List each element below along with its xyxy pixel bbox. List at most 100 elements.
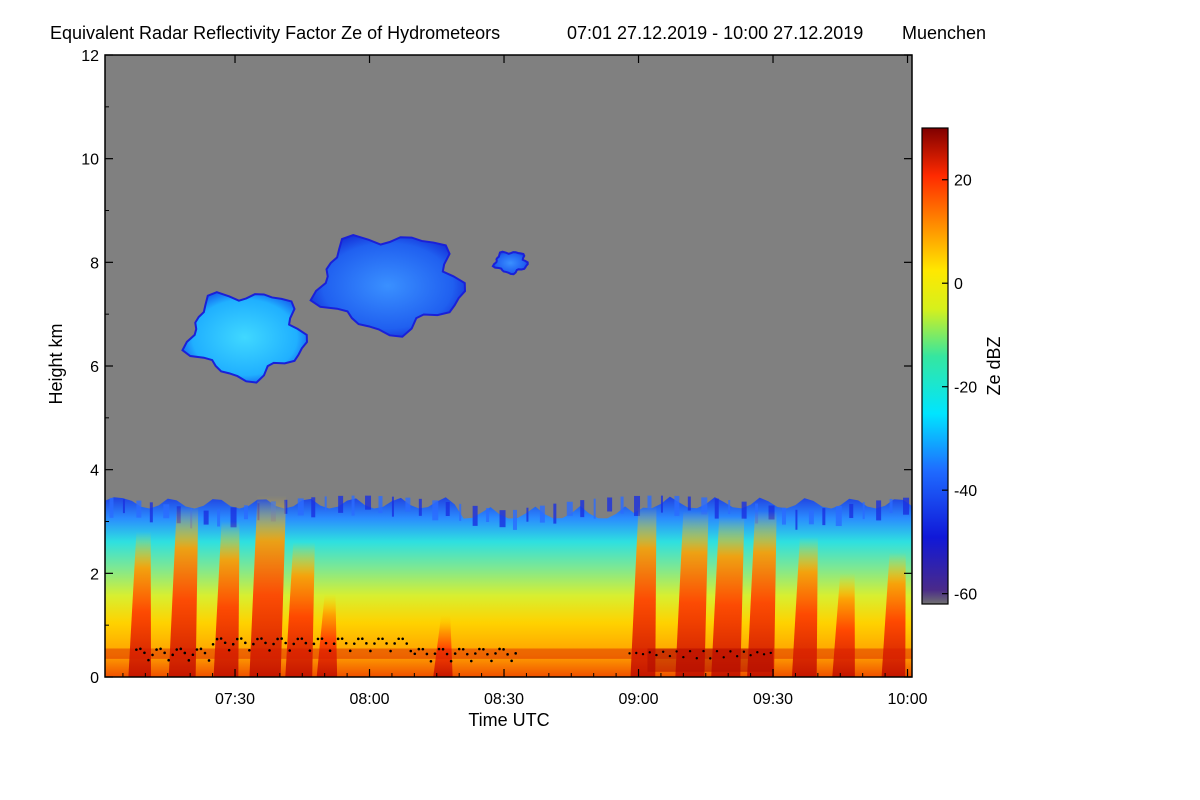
echo-top-fringe bbox=[163, 504, 170, 519]
cloud-base-dot bbox=[296, 637, 300, 641]
echo-top-fringe bbox=[741, 501, 747, 519]
cloud-base-dot bbox=[211, 642, 215, 646]
fall-streak bbox=[881, 552, 906, 677]
echo-top-fringe bbox=[445, 501, 450, 516]
echo-top-fringe bbox=[499, 510, 506, 528]
echo-top-fringe bbox=[284, 499, 288, 514]
cloud-base-dot bbox=[348, 649, 352, 653]
y-tick-label: 12 bbox=[81, 48, 99, 65]
cloud-base-dot bbox=[369, 649, 372, 653]
echo-top-fringe bbox=[391, 496, 394, 517]
x-tick-label: 08:00 bbox=[349, 691, 389, 708]
echo-top-fringe bbox=[781, 507, 786, 525]
cloud-base-dot bbox=[389, 649, 392, 653]
fall-streak bbox=[630, 505, 657, 677]
cloud-base-dot bbox=[405, 642, 409, 645]
intense-core bbox=[647, 648, 774, 672]
echo-top-fringe bbox=[660, 495, 663, 513]
fall-streak bbox=[747, 511, 777, 677]
cloud-base-dot bbox=[159, 647, 162, 651]
echo-top-fringe bbox=[486, 507, 490, 522]
echo-top-fringe bbox=[459, 503, 462, 521]
cloud-base-dot bbox=[453, 652, 457, 655]
echo-top-fringe bbox=[849, 503, 854, 518]
cloud-base-dot bbox=[199, 647, 203, 651]
fall-streak bbox=[675, 511, 709, 677]
fall-streak bbox=[316, 594, 338, 677]
echo-top-fringe bbox=[714, 498, 719, 519]
echo-top-fringe bbox=[297, 498, 304, 516]
cloud-base-dot bbox=[377, 637, 380, 641]
cloud-base-dot bbox=[445, 652, 449, 656]
echo-top-fringe bbox=[607, 497, 613, 512]
cloud-base-dot bbox=[417, 647, 421, 651]
cloud-base-dot bbox=[385, 642, 388, 645]
cloud-base-dot bbox=[340, 637, 344, 640]
cloud-base-dot bbox=[628, 652, 631, 655]
cloud-base-dot bbox=[648, 651, 651, 654]
echo-top-fringe bbox=[472, 505, 478, 526]
echo-top-fringe bbox=[539, 505, 545, 523]
cloud-base-dot bbox=[433, 652, 437, 655]
colorbar: 20 0 -20 -40 -60 Ze dBZ bbox=[921, 127, 1004, 605]
cloud-base-dot bbox=[661, 650, 665, 654]
cloud-base-dot bbox=[381, 637, 384, 641]
cloud-base-dot bbox=[276, 637, 279, 641]
echo-top-fringe bbox=[674, 495, 680, 516]
cloud-base-dot bbox=[682, 655, 685, 659]
echo-top-fringe bbox=[378, 496, 383, 514]
cloud-base-dot bbox=[465, 652, 469, 656]
cloud-base-dot bbox=[252, 642, 255, 646]
cloud-base-dot bbox=[393, 642, 396, 645]
echo-top-fringe bbox=[311, 497, 316, 518]
fall-streak bbox=[128, 531, 151, 677]
echo-top-fringe bbox=[351, 495, 355, 516]
echo-top-fringe bbox=[203, 510, 209, 525]
echo-top-fringe bbox=[405, 497, 411, 512]
echo-top-fringe bbox=[593, 498, 596, 519]
cloud-base-dot bbox=[506, 653, 509, 656]
cloud-base-dot bbox=[675, 650, 678, 653]
cloud-base-dot bbox=[179, 647, 183, 651]
echo-top-fringe bbox=[122, 499, 125, 514]
cloud-base-dot bbox=[429, 659, 433, 663]
x-axis: 07:30 08:00 08:30 09:00 09:30 10:00 bbox=[122, 55, 928, 708]
cloud-base-dot bbox=[151, 653, 154, 657]
fall-streak bbox=[791, 537, 818, 677]
cloud-base-dot bbox=[688, 649, 692, 653]
echo-top-fringe bbox=[647, 495, 652, 510]
echo-top-fringe bbox=[566, 501, 573, 516]
echo-top-fringe bbox=[876, 500, 882, 521]
cloud-base-dot bbox=[373, 642, 376, 645]
y-tick-label: 4 bbox=[90, 463, 99, 480]
echo-top-fringe bbox=[324, 496, 327, 511]
x-tick-label: 09:30 bbox=[753, 691, 793, 708]
cloud-base-dot bbox=[413, 652, 417, 656]
cloud-base-dot bbox=[300, 637, 304, 640]
cloud-base-dot bbox=[425, 652, 429, 656]
cloud-base-dot bbox=[494, 652, 497, 655]
cloud-base-dot bbox=[268, 649, 271, 652]
cloud-base-dot bbox=[641, 652, 645, 656]
echo-top-fringe bbox=[822, 508, 826, 526]
echo-top-fringe bbox=[903, 497, 910, 515]
colorbar-gradient bbox=[921, 127, 949, 605]
cloud-base-dot bbox=[264, 641, 267, 645]
cloud-base-dot bbox=[328, 649, 332, 653]
echo-top-fringe bbox=[553, 503, 557, 524]
cloud-base-dot bbox=[409, 649, 413, 653]
x-tick-label: 09:00 bbox=[618, 691, 658, 708]
cloud-base-dot bbox=[474, 652, 477, 655]
cloud-base-dot bbox=[762, 653, 766, 656]
echo-top-fringe bbox=[580, 500, 585, 518]
upper-cloud-2 bbox=[309, 233, 467, 338]
cloud-base-dot bbox=[191, 653, 195, 657]
cloud-base-dot bbox=[139, 647, 142, 651]
cloud-base-dot bbox=[308, 649, 312, 652]
cloud-base-dot bbox=[397, 637, 400, 641]
cloud-base-dot bbox=[324, 641, 328, 645]
cloud-base-dot bbox=[401, 637, 404, 641]
cloud-base-dot bbox=[235, 637, 239, 641]
echo-top-fringe bbox=[862, 502, 865, 520]
echo-top-fringe bbox=[808, 510, 814, 525]
